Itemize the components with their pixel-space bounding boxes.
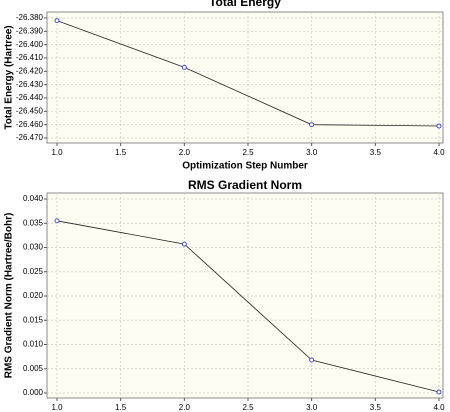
x-tick-label: 3.0 <box>306 148 318 157</box>
x-tick-label: 2.5 <box>242 403 254 412</box>
chart-title: Total Energy <box>209 0 281 9</box>
y-tick-label: 0.035 <box>23 218 44 227</box>
y-tick-label: 0.000 <box>23 388 44 397</box>
x-tick-label: 2.0 <box>179 403 191 412</box>
y-axis-label: RMS Gradient Norm (Hartree/Bohr) <box>4 213 15 379</box>
data-point <box>436 389 442 395</box>
y-tick-label: -26.390 <box>16 26 44 35</box>
x-tick-label: 3.0 <box>306 403 318 412</box>
chart-title: RMS Gradient Norm <box>188 178 302 192</box>
y-tick-label: -26.410 <box>16 53 44 62</box>
y-tick-label: 0.030 <box>23 243 44 252</box>
y-tick-label: 0.010 <box>23 340 44 349</box>
y-tick-label: 0.040 <box>23 194 44 203</box>
plot-area <box>46 11 444 144</box>
x-axis-label: Optimization Step Number <box>182 161 308 172</box>
x-tick-label: 2.5 <box>242 148 254 157</box>
x-tick-label: 1.0 <box>51 403 63 412</box>
y-tick-label: 0.020 <box>23 291 44 300</box>
data-point <box>181 241 187 247</box>
y-tick-label: -26.420 <box>16 66 44 75</box>
y-tick-label: 0.015 <box>23 315 44 324</box>
y-tick-label: -26.450 <box>16 106 44 115</box>
x-tick-label: 3.5 <box>370 148 382 157</box>
x-tick-label: 3.5 <box>370 403 382 412</box>
x-tick-label: 1.5 <box>115 403 127 412</box>
y-tick-label: 0.005 <box>23 364 44 373</box>
data-point <box>54 218 60 224</box>
plot-area <box>46 192 444 399</box>
data-point <box>436 123 442 129</box>
y-tick-label: -26.470 <box>16 133 44 142</box>
x-tick-label: 1.0 <box>51 148 63 157</box>
x-tick-label: 4.0 <box>433 148 445 157</box>
y-tick-label: -26.380 <box>16 13 44 22</box>
y-tick-label: -26.430 <box>16 80 44 89</box>
y-tick-label: -26.440 <box>16 93 44 102</box>
data-point <box>309 122 315 128</box>
x-tick-label: 4.0 <box>433 403 445 412</box>
data-line <box>56 220 440 393</box>
x-tick-label: 2.0 <box>179 148 191 157</box>
data-line <box>56 20 440 127</box>
data-point <box>181 64 187 70</box>
data-point <box>309 357 315 363</box>
y-tick-label: 0.025 <box>23 267 44 276</box>
y-tick-label: -26.460 <box>16 120 44 129</box>
y-axis-label: Total Energy (Hartree) <box>4 25 15 129</box>
data-point <box>54 18 60 24</box>
x-tick-label: 1.5 <box>115 148 127 157</box>
y-tick-label: -26.400 <box>16 40 44 49</box>
